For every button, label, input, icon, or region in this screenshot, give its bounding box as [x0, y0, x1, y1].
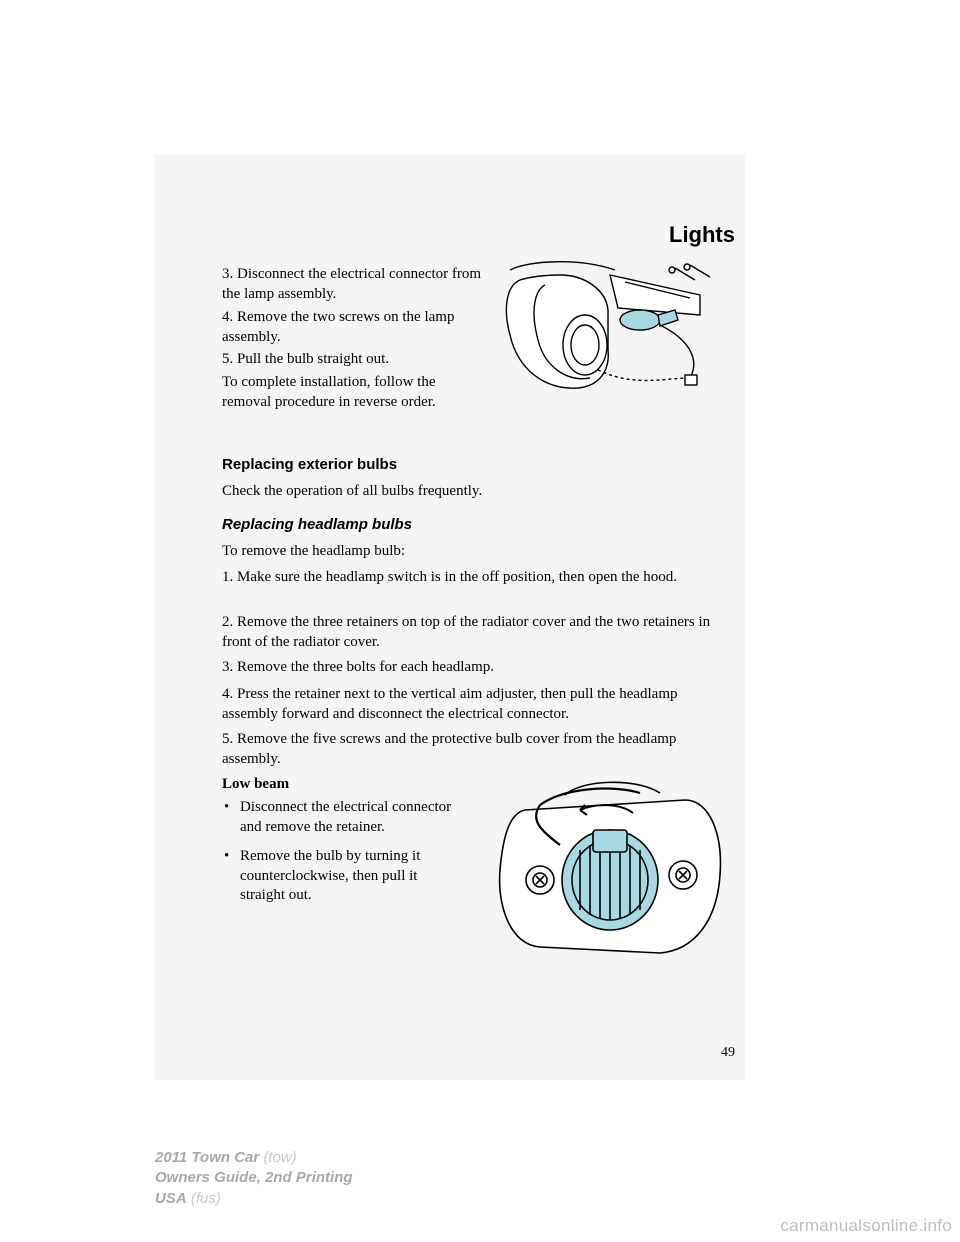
step-4: 4. Remove the two screws on the lamp ass… [222, 308, 482, 355]
headlamp-step-1: 1. Make sure the headlamp switch is in t… [222, 568, 732, 588]
install-note: To complete installation, follow the rem… [222, 373, 482, 420]
low-beam-bullet-1: Disconnect the electrical connector and … [222, 798, 462, 837]
section-title: Lights [669, 222, 735, 248]
step-4-text: 4. Remove the two screws on the lamp ass… [222, 308, 482, 347]
install-note-text: To complete installation, follow the rem… [222, 373, 482, 412]
headlamp-step-2: 2. Remove the three retainers on top of … [222, 613, 732, 652]
lamp-assembly-illustration [490, 260, 725, 400]
footer-code-2: (fus) [191, 1190, 221, 1207]
low-beam-bullets: Disconnect the electrical connector and … [222, 798, 462, 916]
page-number: 49 [721, 1045, 735, 1061]
footer-model: 2011 Town Car [155, 1149, 259, 1166]
footer-guide: Owners Guide, 2nd Printing [155, 1169, 353, 1186]
low-beam-illustration [485, 775, 730, 975]
low-beam-bullet-2: Remove the bulb by turning it counterclo… [222, 847, 462, 906]
heading-replacing-exterior: Replacing exterior bulbs [222, 455, 732, 475]
headlamp-step-5: 5. Remove the five screws and the protec… [222, 730, 732, 769]
footer: 2011 Town Car (tow) Owners Guide, 2nd Pr… [155, 1148, 353, 1209]
headlamp-intro: To remove the headlamp bulb: [222, 542, 732, 562]
step-5-text: 5. Pull the bulb straight out. [222, 350, 482, 370]
exterior-text: Check the operation of all bulbs frequen… [222, 482, 732, 502]
step-3: 3. Disconnect the electrical connector f… [222, 265, 482, 312]
headlamp-step-4: 4. Press the retainer next to the vertic… [222, 685, 732, 724]
footer-region: USA [155, 1190, 187, 1207]
step-3-text: 3. Disconnect the electrical connector f… [222, 265, 482, 304]
footer-code-1: (tow) [263, 1149, 296, 1166]
headlamp-step-3: 3. Remove the three bolts for each headl… [222, 658, 732, 678]
heading-replacing-headlamp: Replacing headlamp bulbs [222, 515, 732, 535]
watermark: carmanualsonline.info [780, 1216, 952, 1236]
